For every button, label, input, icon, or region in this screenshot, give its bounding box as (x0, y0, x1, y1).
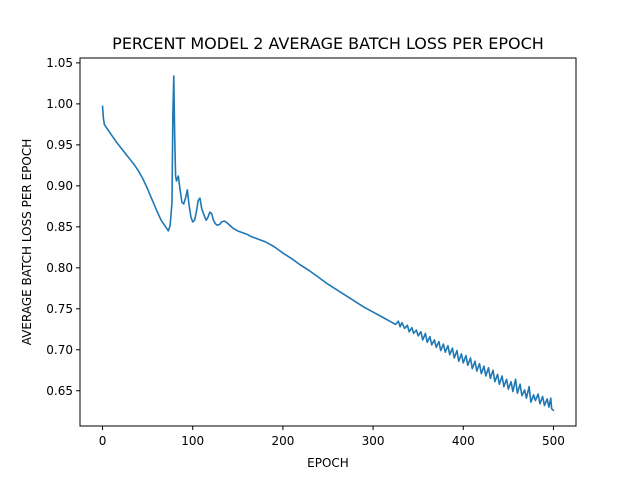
y-tick-label: 0.75 (46, 302, 73, 316)
x-axis-label: EPOCH (307, 456, 349, 470)
y-tick-label: 1.05 (46, 56, 73, 70)
chart-title: PERCENT MODEL 2 AVERAGE BATCH LOSS PER E… (112, 34, 544, 53)
x-tick-label: 100 (181, 434, 204, 448)
x-tick-label: 200 (271, 434, 294, 448)
series-line (101, 75, 555, 412)
y-tick-label: 0.70 (46, 343, 73, 357)
y-tick-label: 1.00 (46, 97, 73, 111)
y-tick-label: 0.65 (46, 384, 73, 398)
y-tick-label: 0.95 (46, 138, 73, 152)
y-axis-label: AVERAGE BATCH LOSS PER EPOCH (20, 139, 34, 346)
y-tick-label: 0.90 (46, 179, 73, 193)
plot-area (79, 57, 577, 427)
plot-frame (79, 57, 577, 427)
x-tick-label: 300 (362, 434, 385, 448)
x-tick-label: 400 (452, 434, 475, 448)
y-tick-label: 0.85 (46, 220, 73, 234)
x-tick-label: 500 (542, 434, 565, 448)
x-tick-label: 0 (99, 434, 107, 448)
y-tick-label: 0.80 (46, 261, 73, 275)
y-axis: 0.65 0.70 0.75 0.80 0.85 0.90 0.95 1.00 1.05 (46, 56, 80, 398)
x-axis: 0 100 200 300 400 500 (99, 426, 565, 448)
